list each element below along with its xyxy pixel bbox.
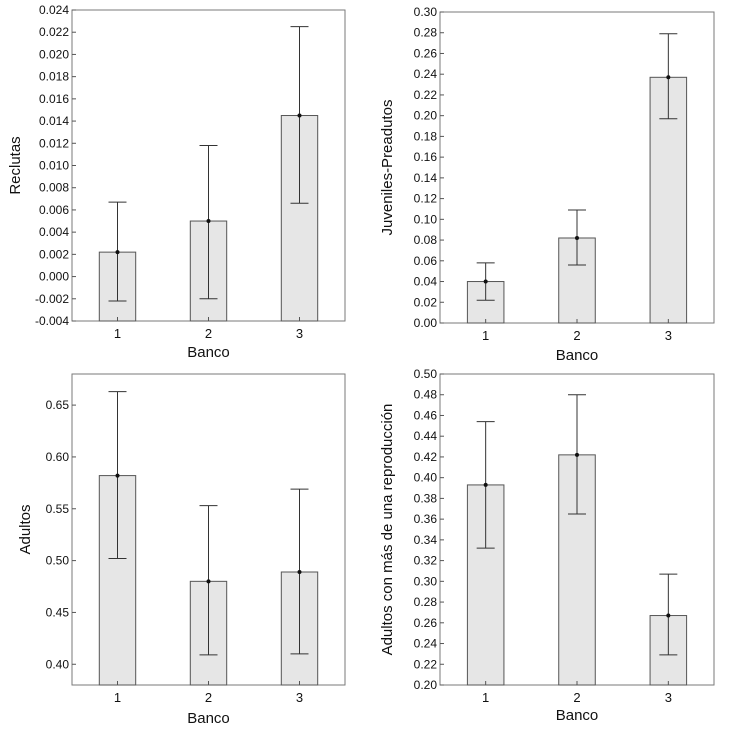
y-tick-label: 0.018 bbox=[39, 70, 69, 84]
mean-point-3 bbox=[666, 75, 671, 80]
y-tick-label: 0.26 bbox=[414, 616, 438, 630]
y-tick-label: 0.08 bbox=[414, 233, 438, 247]
y-tick-label: 0.26 bbox=[414, 46, 438, 60]
x-tick-label: 3 bbox=[665, 690, 672, 705]
y-tick-label: 0.04 bbox=[414, 275, 438, 289]
y-tick-label: 0.004 bbox=[39, 225, 69, 239]
y-tick-label: 0.44 bbox=[414, 429, 438, 443]
y-tick-label: 0.28 bbox=[414, 595, 438, 609]
y-axis-label: Adultos bbox=[17, 504, 34, 554]
y-tick-label: 0.002 bbox=[39, 247, 69, 261]
y-tick-label: 0.46 bbox=[414, 408, 438, 422]
y-tick-label: -0.004 bbox=[35, 314, 69, 328]
y-tick-label: 0.32 bbox=[414, 554, 438, 568]
y-axis-label: Reclutas bbox=[7, 136, 24, 194]
x-tick-label: 3 bbox=[296, 326, 303, 341]
mean-point-3 bbox=[297, 113, 302, 118]
y-tick-label: 0.65 bbox=[46, 398, 70, 412]
y-tick-label: 0.014 bbox=[39, 114, 69, 128]
x-tick-label: 2 bbox=[573, 328, 580, 343]
y-tick-label: 0.50 bbox=[46, 554, 70, 568]
y-tick-label: 0.20 bbox=[414, 678, 438, 692]
mean-point-3 bbox=[666, 613, 671, 618]
y-tick-label: 0.20 bbox=[414, 109, 438, 123]
y-tick-label: 0.000 bbox=[39, 270, 69, 284]
y-tick-label: 0.38 bbox=[414, 491, 438, 505]
y-tick-label: 0.020 bbox=[39, 47, 69, 61]
y-tick-label: 0.022 bbox=[39, 25, 69, 39]
mean-point-2 bbox=[575, 452, 579, 457]
y-axis-label: Juveniles-Preadutos bbox=[379, 100, 396, 236]
y-axis-label: Adultos con más de una reproducción bbox=[379, 404, 396, 656]
x-axis-label: Banco bbox=[187, 344, 230, 361]
mean-point-2 bbox=[206, 579, 211, 584]
y-tick-label: 0.30 bbox=[414, 5, 438, 19]
x-tick-label: 2 bbox=[205, 326, 212, 341]
chart-3: 0.40 0.45 0.50 0.55 0.60 0.65 1 2 3 Banco Adultos bbox=[17, 373, 346, 727]
y-tick-label: 0.00 bbox=[414, 316, 438, 330]
y-tick-label: 0.18 bbox=[414, 129, 438, 143]
y-tick-label: 0.42 bbox=[414, 450, 438, 464]
x-tick-label: 3 bbox=[665, 328, 672, 343]
y-tick-label: 0.02 bbox=[414, 295, 438, 309]
y-tick-label: 0.48 bbox=[414, 388, 438, 402]
mean-point-2 bbox=[575, 235, 579, 240]
y-tick-label: 0.10 bbox=[414, 212, 438, 226]
mean-point-2 bbox=[206, 219, 211, 224]
y-tick-label: 0.010 bbox=[39, 159, 69, 173]
y-tick-label: -0.002 bbox=[35, 292, 69, 306]
y-tick-label: 0.40 bbox=[46, 657, 70, 671]
y-tick-label: 0.45 bbox=[46, 605, 70, 619]
x-axis-label: Banco bbox=[556, 347, 599, 364]
y-tick-label: 0.22 bbox=[414, 657, 438, 671]
x-tick-label: 2 bbox=[573, 690, 580, 705]
mean-point-1 bbox=[483, 482, 488, 487]
y-tick-label: 0.36 bbox=[414, 512, 438, 526]
x-axis-label: Banco bbox=[556, 707, 599, 724]
chart-4: 0.20 0.22 0.24 0.26 0.28 0.30 0.32 0.34 0.36 0.38… bbox=[379, 367, 715, 724]
y-tick-label: 0.016 bbox=[39, 92, 69, 106]
y-tick-label: 0.12 bbox=[414, 192, 438, 206]
y-tick-label: 0.34 bbox=[414, 533, 438, 547]
x-tick-label: 1 bbox=[114, 690, 121, 705]
y-tick-label: 0.60 bbox=[46, 450, 70, 464]
x-tick-label: 3 bbox=[296, 690, 303, 705]
x-tick-label: 1 bbox=[114, 326, 121, 341]
mean-point-1 bbox=[115, 473, 120, 478]
y-tick-label: 0.40 bbox=[414, 471, 438, 485]
chart-2: 0.00 0.02 0.04 0.06 0.08 0.10 0.12 0.14 0.16 0.18… bbox=[379, 5, 715, 364]
y-tick-label: 0.24 bbox=[414, 637, 438, 651]
x-axis-label: Banco bbox=[187, 710, 230, 727]
y-tick-label: 0.55 bbox=[46, 502, 70, 516]
y-tick-label: 0.16 bbox=[414, 150, 438, 164]
x-tick-label: 2 bbox=[205, 690, 212, 705]
y-tick-label: 0.008 bbox=[39, 181, 69, 195]
y-tick-label: 0.14 bbox=[414, 171, 438, 185]
y-tick-label: 0.50 bbox=[414, 367, 438, 381]
mean-point-1 bbox=[483, 279, 488, 284]
y-tick-label: 0.06 bbox=[414, 254, 438, 268]
x-tick-label: 1 bbox=[482, 690, 489, 705]
mean-point-1 bbox=[115, 250, 120, 255]
y-tick-label: 0.30 bbox=[414, 574, 438, 588]
x-tick-label: 1 bbox=[482, 328, 489, 343]
mean-point-3 bbox=[297, 570, 302, 575]
y-tick-label: 0.006 bbox=[39, 203, 69, 217]
y-tick-label: 0.28 bbox=[414, 26, 438, 40]
chart-1: -0.004 -0.002 0.000 0.002 0.004 0.006 0.008 0.0… bbox=[7, 3, 346, 361]
y-tick-label: 0.22 bbox=[414, 88, 438, 102]
y-tick-label: 0.24 bbox=[414, 67, 438, 81]
y-tick-label: 0.012 bbox=[39, 136, 69, 150]
y-tick-label: 0.024 bbox=[39, 3, 69, 17]
